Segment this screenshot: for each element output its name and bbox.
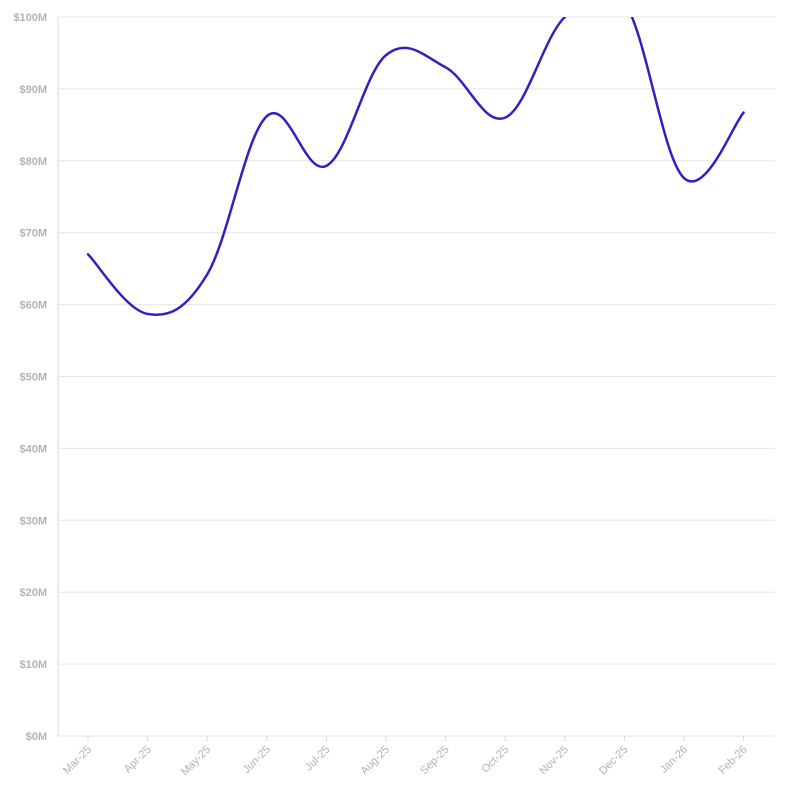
series-line bbox=[86, 17, 745, 316]
x-tick-label: Aug-25 bbox=[359, 744, 393, 778]
x-tick-label: Apr-25 bbox=[122, 744, 154, 776]
y-tick-label: $90M bbox=[19, 84, 47, 96]
y-tick-label: $60M bbox=[19, 300, 47, 312]
y-tick-label: $10M bbox=[19, 659, 47, 671]
series-group bbox=[86, 17, 745, 316]
x-tick-label: Sep-25 bbox=[418, 744, 452, 778]
y-axis-ticks: $0M $10M $20M $30M $40M $50M $60M $70M $80M $90M $… bbox=[13, 12, 47, 743]
x-tick-label: Mar-25 bbox=[61, 744, 94, 777]
y-tick-label: $20M bbox=[19, 587, 47, 599]
y-tick-label: $40M bbox=[19, 443, 47, 455]
x-tick-label: Oct-25 bbox=[479, 744, 511, 776]
x-tick-label: Nov-25 bbox=[537, 744, 571, 778]
gridlines bbox=[57, 16, 775, 737]
y-tick-label: $50M bbox=[19, 372, 47, 384]
y-tick-label: $0M bbox=[26, 731, 47, 743]
x-tick-label: Dec-25 bbox=[597, 744, 631, 778]
x-axis-ticks: Mar-25 Apr-25 May-25 Jun-25 Jul-25 Aug-25 Sep-… bbox=[61, 736, 750, 778]
y-tick-label: $80M bbox=[19, 156, 47, 168]
x-tick-label: Jan-26 bbox=[658, 744, 690, 776]
x-tick-label: Jul-25 bbox=[303, 744, 333, 774]
y-tick-label: $70M bbox=[19, 228, 47, 240]
y-tick-label: $100M bbox=[13, 12, 47, 24]
x-tick-label: Feb-26 bbox=[717, 744, 750, 777]
x-tick-label: Jun-25 bbox=[241, 744, 273, 776]
y-tick-label: $30M bbox=[19, 515, 47, 527]
x-tick-label: May-25 bbox=[179, 744, 213, 778]
